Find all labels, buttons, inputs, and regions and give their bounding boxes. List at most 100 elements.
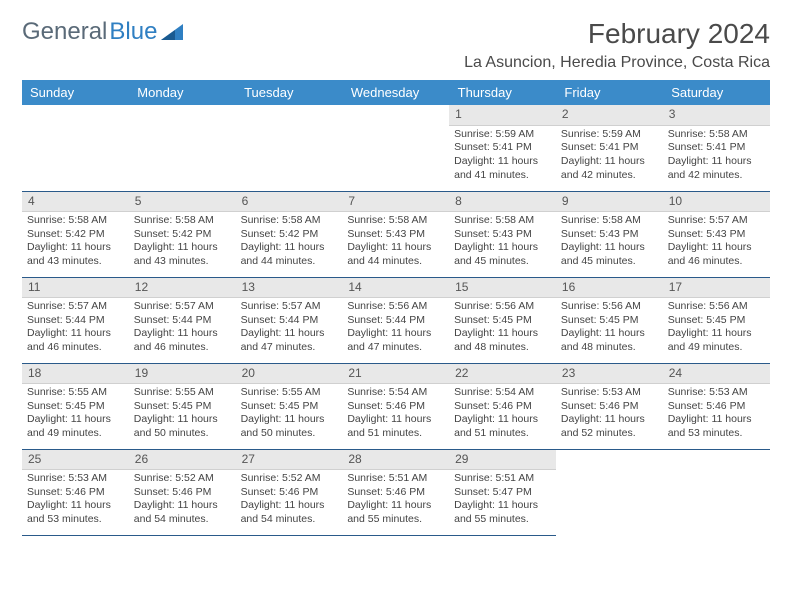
- sunrise-line: Sunrise: 5:51 AM: [454, 472, 551, 486]
- calendar-cell: 18Sunrise: 5:55 AMSunset: 5:45 PMDayligh…: [22, 363, 129, 449]
- daylight-line: Daylight: 11 hours and 54 minutes.: [134, 499, 231, 526]
- sunrise-line: Sunrise: 5:56 AM: [668, 300, 765, 314]
- sunrise-line: Sunrise: 5:53 AM: [668, 386, 765, 400]
- calendar-row: 4Sunrise: 5:58 AMSunset: 5:42 PMDaylight…: [22, 191, 770, 277]
- day-details: Sunrise: 5:58 AMSunset: 5:43 PMDaylight:…: [449, 212, 556, 273]
- sunset-line: Sunset: 5:42 PM: [27, 228, 124, 242]
- calendar-cell: 27Sunrise: 5:52 AMSunset: 5:46 PMDayligh…: [236, 449, 343, 535]
- daylight-line: Daylight: 11 hours and 53 minutes.: [668, 413, 765, 440]
- day-details: Sunrise: 5:57 AMSunset: 5:44 PMDaylight:…: [129, 298, 236, 359]
- sunrise-line: Sunrise: 5:58 AM: [241, 214, 338, 228]
- day-number: 17: [663, 278, 770, 299]
- sunset-line: Sunset: 5:43 PM: [347, 228, 444, 242]
- day-number: 8: [449, 192, 556, 213]
- calendar-cell: 26Sunrise: 5:52 AMSunset: 5:46 PMDayligh…: [129, 449, 236, 535]
- daylight-line: Daylight: 11 hours and 49 minutes.: [27, 413, 124, 440]
- day-details: Sunrise: 5:57 AMSunset: 5:44 PMDaylight:…: [236, 298, 343, 359]
- sunrise-line: Sunrise: 5:55 AM: [241, 386, 338, 400]
- day-number: 29: [449, 450, 556, 471]
- location-text: La Asuncion, Heredia Province, Costa Ric…: [22, 54, 770, 72]
- day-number: 6: [236, 192, 343, 213]
- daylight-line: Daylight: 11 hours and 47 minutes.: [241, 327, 338, 354]
- daylight-line: Daylight: 11 hours and 43 minutes.: [27, 241, 124, 268]
- day-details: Sunrise: 5:53 AMSunset: 5:46 PMDaylight:…: [663, 384, 770, 445]
- day-details: Sunrise: 5:58 AMSunset: 5:41 PMDaylight:…: [663, 126, 770, 187]
- day-number: 10: [663, 192, 770, 213]
- day-details: Sunrise: 5:57 AMSunset: 5:44 PMDaylight:…: [22, 298, 129, 359]
- day-details: Sunrise: 5:54 AMSunset: 5:46 PMDaylight:…: [342, 384, 449, 445]
- calendar-cell: [22, 105, 129, 191]
- day-details: Sunrise: 5:58 AMSunset: 5:42 PMDaylight:…: [129, 212, 236, 273]
- day-details: Sunrise: 5:58 AMSunset: 5:43 PMDaylight:…: [342, 212, 449, 273]
- day-number: 22: [449, 364, 556, 385]
- sunset-line: Sunset: 5:41 PM: [454, 141, 551, 155]
- day-number: 16: [556, 278, 663, 299]
- sunset-line: Sunset: 5:46 PM: [668, 400, 765, 414]
- day-number: 19: [129, 364, 236, 385]
- page-title: February 2024: [588, 18, 770, 50]
- sunset-line: Sunset: 5:43 PM: [668, 228, 765, 242]
- sunset-line: Sunset: 5:44 PM: [27, 314, 124, 328]
- sunrise-line: Sunrise: 5:52 AM: [241, 472, 338, 486]
- weekday-header-row: Sunday Monday Tuesday Wednesday Thursday…: [22, 80, 770, 105]
- sunset-line: Sunset: 5:43 PM: [454, 228, 551, 242]
- day-details: Sunrise: 5:54 AMSunset: 5:46 PMDaylight:…: [449, 384, 556, 445]
- day-number: 4: [22, 192, 129, 213]
- weekday-header: Sunday: [22, 80, 129, 105]
- daylight-line: Daylight: 11 hours and 54 minutes.: [241, 499, 338, 526]
- day-details: Sunrise: 5:58 AMSunset: 5:43 PMDaylight:…: [556, 212, 663, 273]
- day-number: 27: [236, 450, 343, 471]
- sunrise-line: Sunrise: 5:58 AM: [668, 128, 765, 142]
- sunrise-line: Sunrise: 5:58 AM: [27, 214, 124, 228]
- weekday-header: Friday: [556, 80, 663, 105]
- sunset-line: Sunset: 5:45 PM: [27, 400, 124, 414]
- day-number: 20: [236, 364, 343, 385]
- calendar-row: 1Sunrise: 5:59 AMSunset: 5:41 PMDaylight…: [22, 105, 770, 191]
- sunrise-line: Sunrise: 5:53 AM: [561, 386, 658, 400]
- calendar-cell: 22Sunrise: 5:54 AMSunset: 5:46 PMDayligh…: [449, 363, 556, 449]
- day-number: 1: [449, 105, 556, 126]
- day-details: Sunrise: 5:53 AMSunset: 5:46 PMDaylight:…: [22, 470, 129, 531]
- sunset-line: Sunset: 5:42 PM: [241, 228, 338, 242]
- day-number: 23: [556, 364, 663, 385]
- calendar-cell: 7Sunrise: 5:58 AMSunset: 5:43 PMDaylight…: [342, 191, 449, 277]
- weekday-header: Thursday: [449, 80, 556, 105]
- daylight-line: Daylight: 11 hours and 44 minutes.: [241, 241, 338, 268]
- calendar-cell: 24Sunrise: 5:53 AMSunset: 5:46 PMDayligh…: [663, 363, 770, 449]
- daylight-line: Daylight: 11 hours and 49 minutes.: [668, 327, 765, 354]
- day-number: 21: [342, 364, 449, 385]
- daylight-line: Daylight: 11 hours and 55 minutes.: [454, 499, 551, 526]
- sunset-line: Sunset: 5:42 PM: [134, 228, 231, 242]
- calendar-cell: 4Sunrise: 5:58 AMSunset: 5:42 PMDaylight…: [22, 191, 129, 277]
- sunrise-line: Sunrise: 5:54 AM: [454, 386, 551, 400]
- day-number: 2: [556, 105, 663, 126]
- daylight-line: Daylight: 11 hours and 46 minutes.: [668, 241, 765, 268]
- sunset-line: Sunset: 5:44 PM: [241, 314, 338, 328]
- sunset-line: Sunset: 5:46 PM: [134, 486, 231, 500]
- sunrise-line: Sunrise: 5:58 AM: [347, 214, 444, 228]
- daylight-line: Daylight: 11 hours and 51 minutes.: [347, 413, 444, 440]
- sunset-line: Sunset: 5:45 PM: [134, 400, 231, 414]
- day-details: Sunrise: 5:58 AMSunset: 5:42 PMDaylight:…: [22, 212, 129, 273]
- calendar-cell: 6Sunrise: 5:58 AMSunset: 5:42 PMDaylight…: [236, 191, 343, 277]
- day-number: 18: [22, 364, 129, 385]
- calendar-cell: [556, 449, 663, 535]
- daylight-line: Daylight: 11 hours and 53 minutes.: [27, 499, 124, 526]
- calendar-cell: [342, 105, 449, 191]
- calendar-cell: 11Sunrise: 5:57 AMSunset: 5:44 PMDayligh…: [22, 277, 129, 363]
- day-details: Sunrise: 5:56 AMSunset: 5:45 PMDaylight:…: [449, 298, 556, 359]
- sunset-line: Sunset: 5:46 PM: [241, 486, 338, 500]
- calendar-cell: 2Sunrise: 5:59 AMSunset: 5:41 PMDaylight…: [556, 105, 663, 191]
- calendar-cell: 5Sunrise: 5:58 AMSunset: 5:42 PMDaylight…: [129, 191, 236, 277]
- daylight-line: Daylight: 11 hours and 45 minutes.: [561, 241, 658, 268]
- sunrise-line: Sunrise: 5:52 AM: [134, 472, 231, 486]
- daylight-line: Daylight: 11 hours and 43 minutes.: [134, 241, 231, 268]
- day-details: Sunrise: 5:56 AMSunset: 5:45 PMDaylight:…: [556, 298, 663, 359]
- day-number: 24: [663, 364, 770, 385]
- day-details: Sunrise: 5:59 AMSunset: 5:41 PMDaylight:…: [449, 126, 556, 187]
- sunrise-line: Sunrise: 5:56 AM: [347, 300, 444, 314]
- sunset-line: Sunset: 5:47 PM: [454, 486, 551, 500]
- day-number: 26: [129, 450, 236, 471]
- daylight-line: Daylight: 11 hours and 48 minutes.: [454, 327, 551, 354]
- calendar-cell: [236, 105, 343, 191]
